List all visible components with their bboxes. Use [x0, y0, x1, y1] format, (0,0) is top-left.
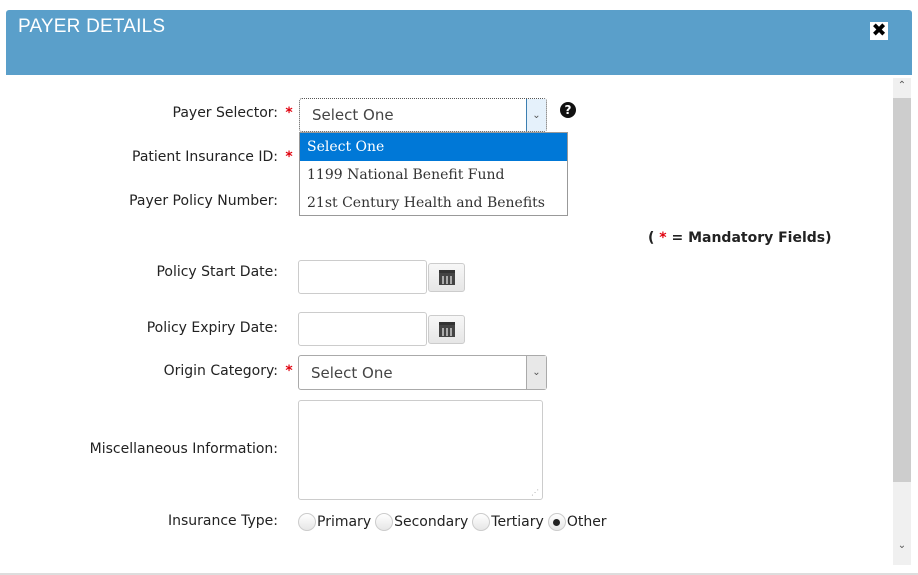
radio-button[interactable]: [298, 513, 316, 531]
origin-category-label: Origin Category: *: [0, 363, 300, 379]
insurance-type-label: Insurance Type:: [0, 513, 300, 529]
dropdown-option[interactable]: Select One: [300, 133, 567, 161]
label-text: Patient Insurance ID:: [132, 149, 278, 165]
payer-selector-label: Payer Selector: *: [0, 105, 300, 121]
label-text: Miscellaneous Information:: [89, 441, 278, 457]
divider: [0, 573, 918, 575]
payer-selector[interactable]: Select One ⌄: [299, 98, 547, 132]
label-text: Policy Expiry Date:: [146, 320, 278, 336]
origin-category-select[interactable]: Select One ⌄: [298, 355, 547, 390]
scroll-down-icon[interactable]: ⌄: [897, 540, 907, 551]
resize-handle-icon[interactable]: ⋰: [531, 488, 539, 497]
label-text: Payer Policy Number:: [129, 193, 278, 209]
close-icon[interactable]: ✖: [870, 20, 888, 41]
dialog-header: [6, 10, 912, 75]
radio-button[interactable]: [375, 513, 394, 531]
label-text: Insurance Type:: [167, 513, 278, 529]
mandatory-text: = Mandatory Fields): [671, 230, 832, 246]
mandatory-note: ( * = Mandatory Fields): [648, 230, 832, 246]
radio-button[interactable]: [472, 513, 491, 531]
radio-tertiary[interactable]: Tertiary: [472, 513, 544, 531]
required-asterisk: *: [285, 363, 293, 379]
radio-button-selected[interactable]: [547, 513, 566, 531]
dialog-title: PAYER DETAILS: [18, 16, 166, 37]
policy-start-date-input[interactable]: [298, 260, 427, 294]
radio-label: Other: [566, 514, 607, 530]
chevron-down-icon: ⌄: [526, 356, 546, 389]
label-text: Origin Category:: [163, 363, 278, 379]
dropdown-option[interactable]: 21st Century Health and Benefits: [307, 195, 545, 211]
dropdown-option[interactable]: 1199 National Benefit Fund: [307, 167, 505, 183]
radio-primary[interactable]: Primary: [298, 513, 371, 531]
required-asterisk: *: [285, 105, 293, 121]
required-asterisk: *: [285, 149, 293, 165]
misc-info-label: Miscellaneous Information:: [0, 441, 300, 457]
radio-other[interactable]: Other: [547, 513, 607, 531]
calendar-icon: [438, 322, 455, 337]
insurance-type-radio-group: Primary Secondary Tertiary Other: [298, 513, 611, 531]
label-text: Policy Start Date:: [156, 264, 278, 280]
payer-dropdown-list[interactable]: Select One 1199 National Benefit Fund 21…: [299, 132, 568, 216]
start-date-calendar-button[interactable]: [428, 263, 465, 292]
patient-insurance-id-label: Patient Insurance ID: *: [0, 149, 300, 165]
expiry-date-calendar-button[interactable]: [428, 315, 465, 344]
policy-expiry-date-label: Policy Expiry Date:: [0, 320, 300, 336]
required-asterisk: *: [659, 230, 667, 246]
radio-secondary[interactable]: Secondary: [375, 513, 468, 531]
radio-label: Primary: [317, 514, 372, 530]
misc-info-textarea[interactable]: ⋰: [298, 400, 543, 500]
radio-label: Secondary: [394, 514, 469, 530]
label-text: Payer Selector:: [172, 105, 278, 121]
scroll-up-icon[interactable]: ⌃: [897, 80, 907, 91]
calendar-icon: [438, 270, 455, 285]
origin-category-value: Select One: [311, 363, 393, 382]
payer-policy-number-label: Payer Policy Number:: [0, 193, 300, 209]
radio-label: Tertiary: [491, 514, 544, 530]
chevron-down-icon: ⌄: [526, 99, 546, 131]
payer-selector-value: Select One: [312, 106, 394, 124]
help-icon[interactable]: ?: [560, 102, 576, 118]
policy-expiry-date-input[interactable]: [298, 312, 427, 346]
policy-start-date-label: Policy Start Date:: [0, 264, 300, 280]
scrollbar-thumb[interactable]: [893, 98, 911, 482]
paren: (: [648, 230, 655, 246]
